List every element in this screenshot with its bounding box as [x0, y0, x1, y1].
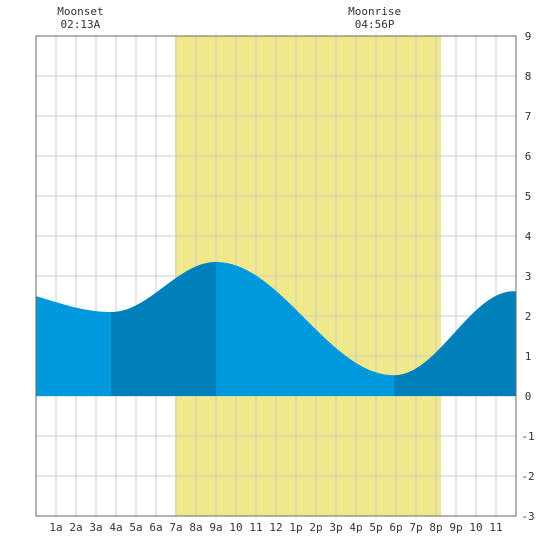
tide-segment-light	[216, 262, 394, 396]
x-tick-label: 7a	[169, 521, 182, 534]
x-tick-label: 9a	[209, 521, 222, 534]
x-tick-label: 2p	[309, 521, 322, 534]
x-tick-label: 4p	[349, 521, 362, 534]
moon-event-name: Moonset	[57, 5, 103, 18]
x-tick-label: 10	[469, 521, 482, 534]
y-tick-label: 9	[525, 30, 532, 43]
x-tick-label: 3p	[329, 521, 342, 534]
x-tick-label: 6p	[389, 521, 402, 534]
moon-event-time: 04:56P	[355, 18, 395, 31]
tide-segment-dark	[111, 262, 216, 396]
x-tick-label: 12	[269, 521, 282, 534]
x-tick-label: 9p	[449, 521, 462, 534]
y-tick-label: -3	[521, 510, 534, 523]
tide-area	[36, 262, 516, 396]
x-tick-label: 10	[229, 521, 242, 534]
y-axis-ticks: -3 -2 -1 0 1 2 3 4 5 6 7 8 9	[521, 30, 534, 523]
x-tick-label: 4a	[109, 521, 122, 534]
y-tick-label: 6	[525, 150, 532, 163]
y-tick-label: 4	[525, 230, 532, 243]
y-tick-label: -2	[521, 470, 534, 483]
tide-segment-dark	[394, 291, 516, 396]
y-tick-label: 3	[525, 270, 532, 283]
moon-event-name: Moonrise	[348, 5, 401, 18]
x-tick-label: 11	[249, 521, 262, 534]
x-tick-label: 8a	[189, 521, 202, 534]
y-tick-label: 5	[525, 190, 532, 203]
x-tick-label: 2a	[69, 521, 82, 534]
y-tick-label: 2	[525, 310, 532, 323]
tide-segment-light	[36, 296, 111, 396]
y-tick-label: 7	[525, 110, 532, 123]
y-tick-label: 1	[525, 350, 532, 363]
moon-event-time: 02:13A	[61, 18, 101, 31]
y-tick-label: 0	[525, 390, 532, 403]
plot-frame	[35, 35, 517, 517]
y-tick-label: -1	[521, 430, 534, 443]
x-tick-label: 3a	[89, 521, 102, 534]
x-tick-label: 5p	[369, 521, 382, 534]
x-axis-ticks: 1a 2a 3a 4a 5a 6a 7a 8a 9a 10 11 12 1p 2p 3p 4p 5p 6p 7p 8p…	[49, 521, 502, 534]
y-tick-label: 8	[525, 70, 532, 83]
x-tick-label: 11	[489, 521, 502, 534]
x-tick-label: 8p	[429, 521, 442, 534]
x-tick-label: 5a	[129, 521, 142, 534]
x-tick-label: 1p	[289, 521, 302, 534]
x-tick-label: 1a	[49, 521, 62, 534]
x-tick-label: 6a	[149, 521, 162, 534]
x-tick-label: 7p	[409, 521, 422, 534]
